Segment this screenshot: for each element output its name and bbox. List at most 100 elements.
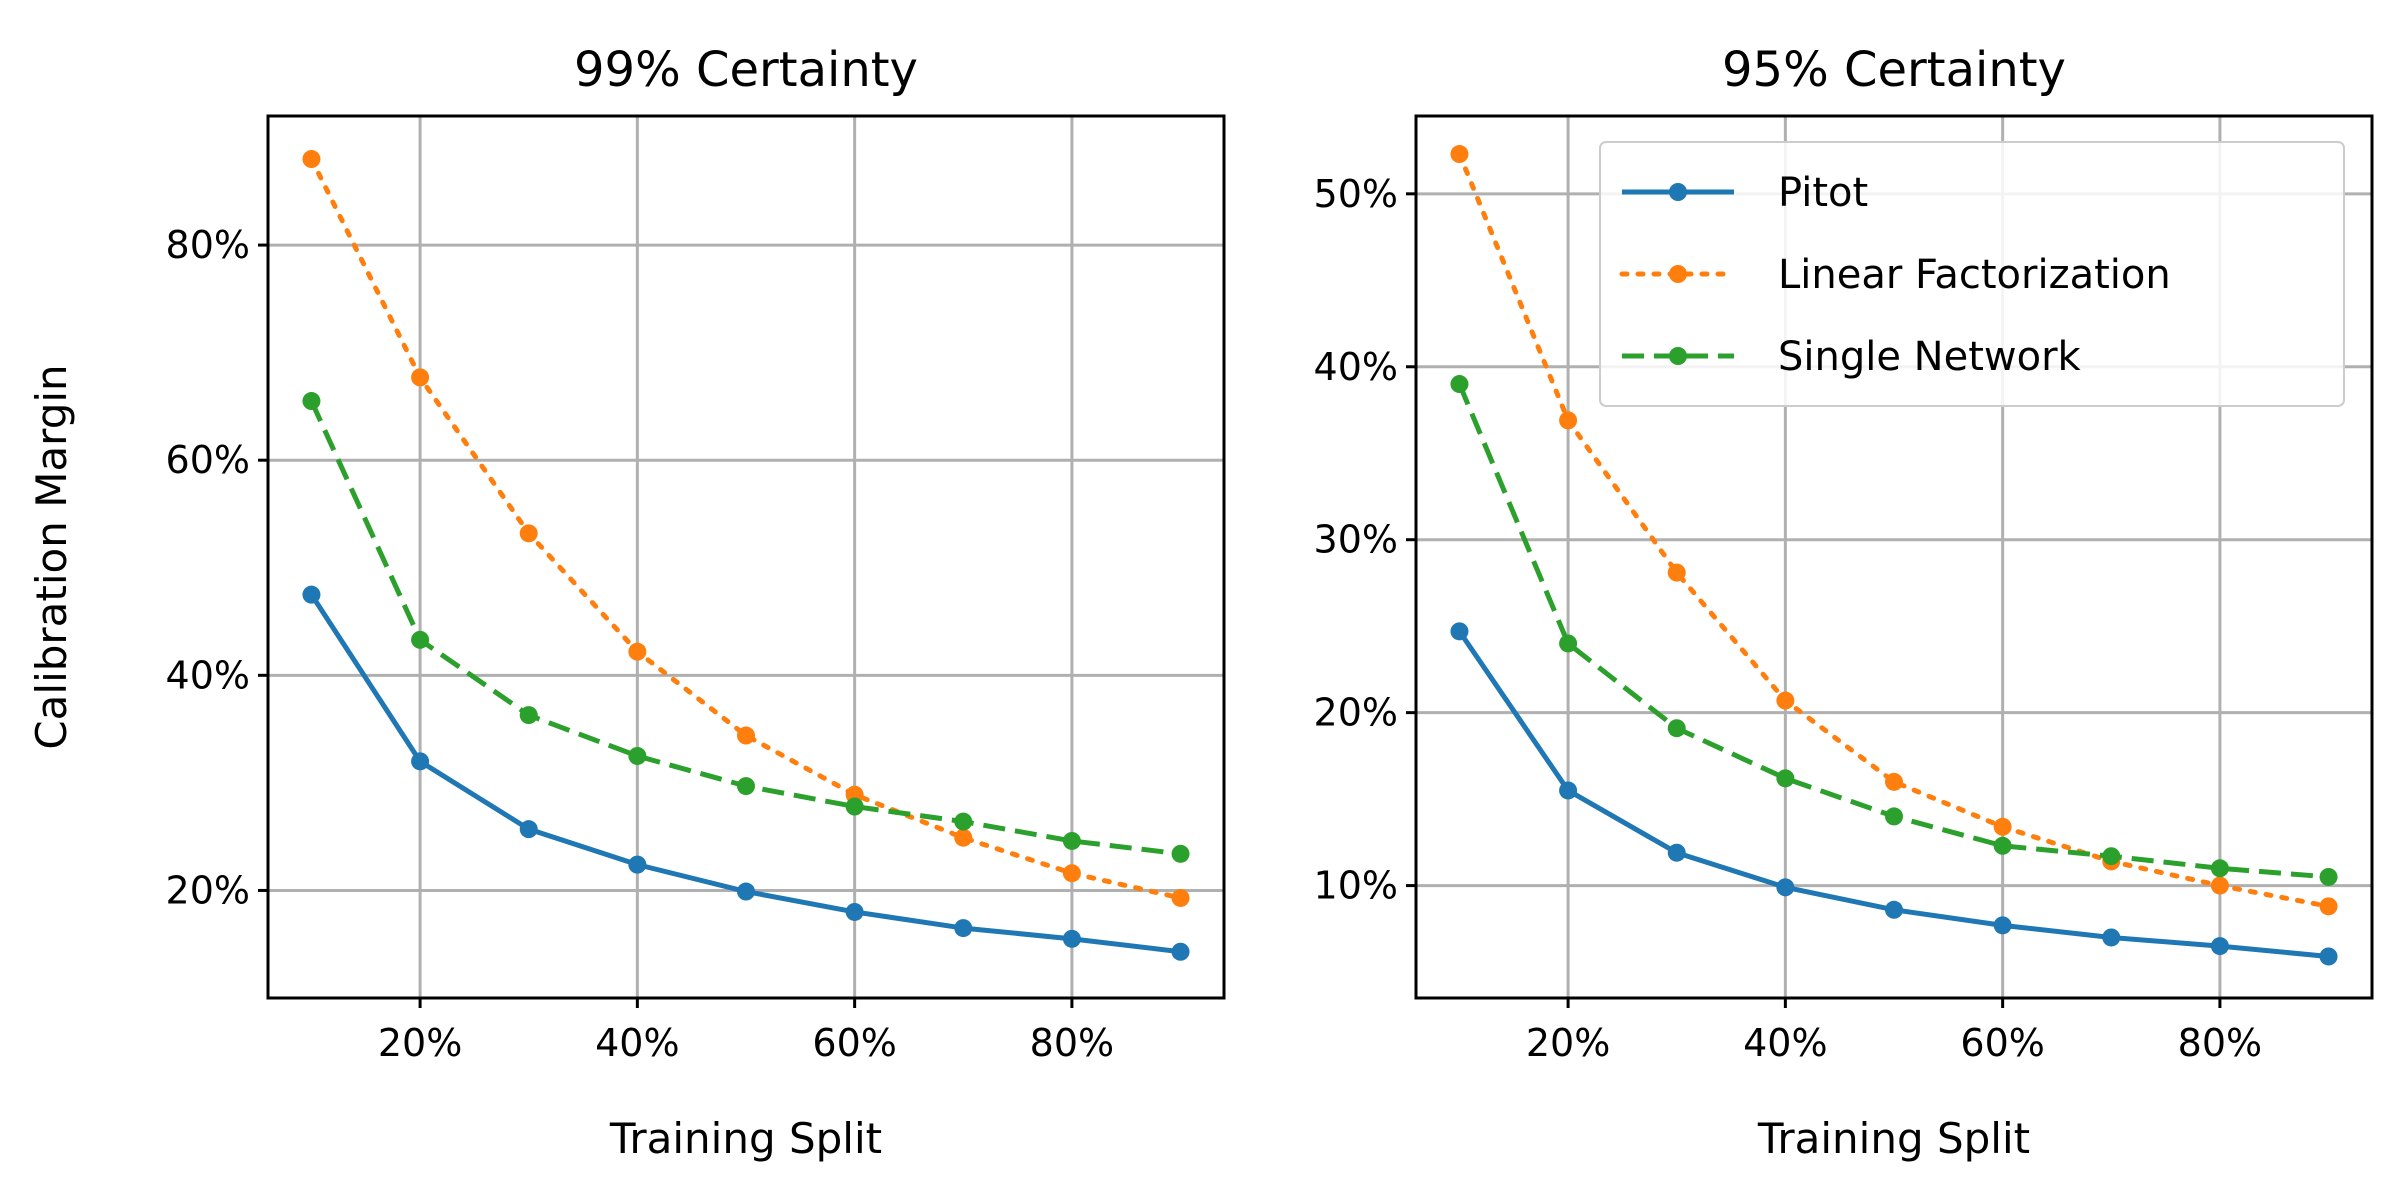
data-point — [1993, 836, 2012, 855]
y-tick-labels: 20% 40% 60% 80% — [166, 223, 268, 912]
y-tick-label: 20% — [166, 868, 250, 912]
x-tick-label: 80% — [1030, 1021, 1114, 1065]
x-tick-label: 60% — [1960, 1021, 2044, 1065]
chart-title: 95% Certainty — [1722, 42, 2066, 98]
data-point — [1171, 844, 1190, 863]
y-tick-label: 40% — [1314, 345, 1398, 389]
data-point — [2210, 876, 2229, 895]
data-point — [1171, 942, 1190, 961]
y-axis-label: Calibration Margin — [27, 364, 76, 749]
y-tick-label: 50% — [1314, 172, 1398, 216]
data-point — [1062, 831, 1081, 850]
data-point — [954, 828, 973, 847]
legend-entry: Single Network — [1622, 334, 2082, 380]
data-point — [1776, 769, 1795, 788]
y-tick-label: 60% — [166, 438, 250, 482]
series-pitot — [1450, 622, 2338, 966]
data-point — [1450, 375, 1469, 394]
x-tick-label: 80% — [2178, 1021, 2262, 1065]
data-point — [411, 752, 430, 771]
x-tick-label: 20% — [378, 1021, 462, 1065]
axes-frame — [1414, 114, 2374, 1000]
axes-frame — [266, 114, 1226, 1000]
x-tick-label: 40% — [595, 1021, 679, 1065]
data-point — [737, 726, 755, 745]
subplot-99-certainty: 20% 40% 60% 80% 20%40%60%80% 99% Certainty … — [27, 42, 1226, 1163]
y-tick-label: 30% — [1314, 518, 1398, 562]
data-point — [1171, 888, 1190, 907]
data-point — [954, 812, 973, 831]
data-point — [845, 902, 864, 921]
data-point — [1667, 843, 1686, 862]
subplot-95-certainty: 20% 40% 60% 80% 10% 20% 30% 40% 50% 95% Certain… — [1314, 42, 2374, 1163]
series-line — [308, 156, 1184, 901]
data-point — [2102, 928, 2121, 947]
series-single-network — [302, 392, 1190, 863]
legend: Pitot Linear Factorization Single Network — [1599, 141, 2345, 407]
data-point — [302, 150, 321, 169]
x-tick-labels: 20% 40% 60% 80% — [378, 998, 1114, 1065]
data-point — [519, 706, 538, 725]
legend-entries: Pitot Linear Factorization Single Network — [1619, 170, 2171, 380]
data-point — [519, 820, 538, 839]
data-point — [411, 630, 430, 649]
chart-title: 99% Certainty — [574, 42, 918, 98]
legend-label: Pitot — [1778, 170, 1868, 216]
legend-marker — [1669, 183, 1687, 201]
data-point — [1450, 622, 1469, 641]
y-tick-label: 20% — [1314, 691, 1398, 735]
data-point — [628, 746, 647, 765]
data-point — [737, 777, 755, 796]
data-point — [1559, 634, 1578, 653]
legend-entry: Pitot — [1622, 170, 1868, 216]
series-line — [1456, 151, 2332, 909]
x-tick-label: 40% — [1743, 1021, 1827, 1065]
series-pitot — [302, 585, 1190, 961]
series-single-network — [1450, 375, 2338, 886]
x-axis-label: Training Split — [609, 1114, 882, 1163]
y-tick-label: 40% — [166, 653, 250, 697]
data-point — [1885, 772, 1903, 791]
data-point — [1993, 817, 2012, 836]
data-point — [628, 855, 647, 874]
data-point — [1559, 411, 1578, 430]
legend-entry: Linear Factorization — [1619, 252, 2171, 298]
series-linear-factorization — [1450, 145, 2338, 916]
x-tick-labels: 20% 40% 60% 80% — [1526, 998, 2262, 1065]
data-point — [1450, 145, 1469, 164]
data-point — [302, 392, 321, 411]
y-tick-label: 10% — [1314, 864, 1398, 908]
data-point — [1776, 691, 1795, 710]
legend-label: Single Network — [1778, 334, 2082, 380]
data-point — [628, 642, 647, 661]
data-point — [845, 797, 864, 816]
data-point — [411, 368, 430, 387]
grid — [268, 116, 1224, 998]
data-point — [1062, 864, 1081, 883]
series-layer — [1450, 145, 2338, 966]
data-point — [2319, 947, 2338, 966]
data-point — [1993, 916, 2012, 935]
series-layer — [302, 150, 1190, 961]
legend-label: Linear Factorization — [1778, 252, 2171, 298]
data-point — [1885, 807, 1903, 826]
data-point — [2319, 897, 2338, 916]
x-tick-label: 60% — [812, 1021, 896, 1065]
data-point — [2210, 937, 2229, 956]
data-point — [1062, 929, 1081, 948]
data-point — [2102, 847, 2121, 866]
series-linear-factorization — [302, 150, 1190, 907]
data-point — [2319, 867, 2338, 886]
data-point — [2210, 859, 2229, 878]
data-point — [1667, 719, 1686, 738]
y-tick-label: 80% — [166, 223, 250, 267]
x-axis-label: Training Split — [1757, 1114, 2030, 1163]
data-point — [1885, 900, 1903, 919]
data-point — [737, 882, 755, 901]
legend-marker — [1669, 347, 1687, 365]
data-point — [302, 585, 321, 604]
data-point — [1776, 878, 1795, 897]
y-tick-labels: 10% 20% 30% 40% 50% — [1314, 172, 1416, 908]
data-point — [519, 524, 538, 543]
